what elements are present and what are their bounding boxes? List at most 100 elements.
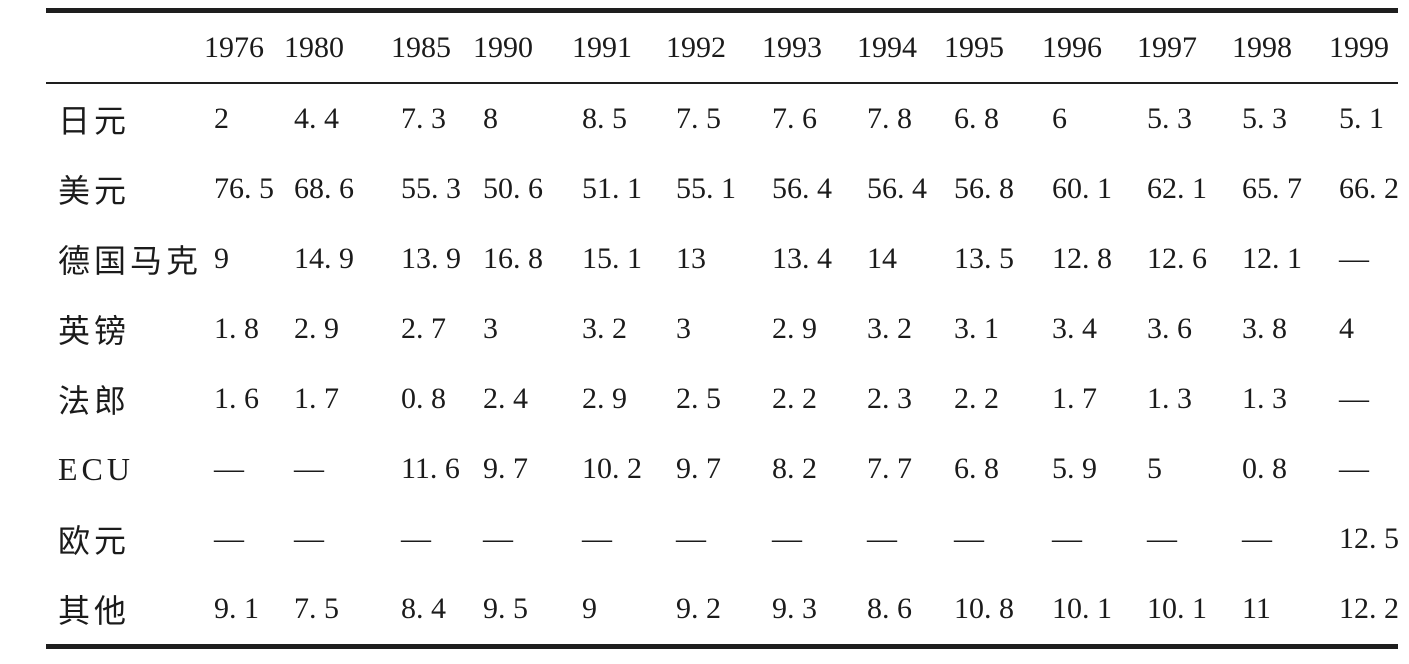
- table-cell: 10. 1: [1052, 592, 1112, 625]
- table-cell: 9. 7: [483, 452, 528, 485]
- year-header: 1994: [857, 10, 944, 84]
- table-cell: 9. 1: [214, 592, 259, 625]
- table-cell: 14: [867, 242, 897, 275]
- table-row: 美元 76. 5 68. 6 55. 3 50. 6 51. 1 55. 1 56. 4 56.…: [46, 154, 1399, 224]
- year-header: 1976: [204, 10, 284, 84]
- table-cell: —: [582, 522, 612, 555]
- table-cell: 12. 8: [1052, 242, 1112, 275]
- table-cell: 3. 1: [954, 312, 999, 345]
- table-cell: 14. 9: [294, 242, 354, 275]
- table-cell: 55. 1: [676, 172, 736, 205]
- year-header: 1995: [944, 10, 1042, 84]
- table-cell: 13: [676, 242, 706, 275]
- table-cell: 5. 3: [1242, 102, 1287, 135]
- table-cell: —: [401, 522, 431, 555]
- table-cell: 8. 2: [772, 452, 817, 485]
- table-cell: —: [772, 522, 802, 555]
- table-cell: 0. 8: [401, 382, 446, 415]
- table-cell: 7. 8: [867, 102, 912, 135]
- table-cell: 5. 9: [1052, 452, 1097, 485]
- table-cell: 2. 4: [483, 382, 528, 415]
- table-cell: 1. 3: [1242, 382, 1287, 415]
- table-cell: 56. 8: [954, 172, 1014, 205]
- table-cell: 1. 8: [214, 312, 259, 345]
- table-cell: —: [676, 522, 706, 555]
- year-header: 1993: [762, 10, 857, 84]
- table-cell: —: [1339, 382, 1369, 415]
- table-cell: 3: [483, 312, 498, 345]
- table-row: 日元 2 4. 4 7. 3 8 8. 5 7. 5 7. 6 7. 8 6. 8 6 5. 3 5. …: [46, 83, 1398, 154]
- table-cell: 56. 4: [867, 172, 927, 205]
- table-cell: 2. 3: [867, 382, 912, 415]
- year-header: 1999: [1329, 10, 1398, 84]
- table-cell: —: [294, 452, 324, 485]
- table-cell: 11: [1242, 592, 1271, 625]
- table-cell: 5: [1147, 452, 1162, 485]
- year-header: 1998: [1232, 10, 1329, 84]
- year-header: 1990: [473, 10, 572, 84]
- table-cell: 12. 6: [1147, 242, 1207, 275]
- table-cell: 15. 1: [582, 242, 642, 275]
- table-cell: 1. 6: [214, 382, 259, 415]
- table-cell: 4. 4: [294, 102, 339, 135]
- table-cell: 3. 2: [582, 312, 627, 345]
- table-row: 欧元 — — — — — — — — — — — — 12. 5: [46, 504, 1399, 574]
- table-cell: 68. 6: [294, 172, 354, 205]
- table-cell: 76. 5: [214, 172, 274, 205]
- table-cell: —: [1339, 452, 1369, 485]
- table-header-row: 1976 1980 1985 1990 1991 1992 1993 1994 1995 1996…: [46, 10, 1398, 84]
- table-cell: 9. 3: [772, 592, 817, 625]
- table-cell: 60. 1: [1052, 172, 1112, 205]
- table-header: 1976 1980 1985 1990 1991 1992 1993 1994 1995 1996…: [46, 10, 1398, 84]
- table-cell: 7. 5: [676, 102, 721, 135]
- table-cell: 3. 8: [1242, 312, 1287, 345]
- table-cell: 12. 1: [1242, 242, 1302, 275]
- row-label: ECU: [58, 450, 134, 487]
- table-cell: 7. 5: [294, 592, 339, 625]
- row-label: 美元: [58, 173, 131, 209]
- table-cell: 13. 5: [954, 242, 1014, 275]
- table-cell: 8: [483, 102, 498, 135]
- reserve-currency-table: 1976 1980 1985 1990 1991 1992 1993 1994 1995 1996…: [46, 8, 1399, 649]
- table-body: 日元 2 4. 4 7. 3 8 8. 5 7. 5 7. 6 7. 8 6. 8 6 5. 3 5. …: [46, 83, 1399, 647]
- table-cell: 51. 1: [582, 172, 642, 205]
- table-row: 英镑 1. 8 2. 9 2. 7 3 3. 2 3 2. 9 3. 2 3. 1 3. 4 3. 6…: [46, 294, 1398, 364]
- table-cell: 65. 7: [1242, 172, 1302, 205]
- table-cell: 9. 2: [676, 592, 721, 625]
- year-header: 1992: [666, 10, 762, 84]
- table-cell: 1. 7: [1052, 382, 1097, 415]
- table-cell: 4: [1339, 312, 1354, 345]
- table-cell: 3. 6: [1147, 312, 1192, 345]
- table-cell: 55. 3: [401, 172, 461, 205]
- table-cell: —: [1339, 242, 1369, 275]
- table-cell: 13. 4: [772, 242, 832, 275]
- row-label: 法郎: [58, 383, 131, 419]
- table-cell: 13. 9: [401, 242, 461, 275]
- table-cell: 6. 8: [954, 102, 999, 135]
- table-cell: 7. 3: [401, 102, 446, 135]
- table-row: ECU — — 11. 6 9. 7 10. 2 9. 7 8. 2 7. 7 6. 8 5. 9 5…: [46, 434, 1398, 504]
- table-cell: 5. 3: [1147, 102, 1192, 135]
- table-cell: 6. 8: [954, 452, 999, 485]
- table-cell: 2. 2: [772, 382, 817, 415]
- table-cell: 10. 8: [954, 592, 1014, 625]
- table-cell: —: [294, 522, 324, 555]
- table-cell: —: [1147, 522, 1177, 555]
- table-cell: 9. 5: [483, 592, 528, 625]
- row-label: 英镑: [58, 313, 131, 349]
- table-cell: 11. 6: [401, 452, 460, 485]
- year-header: 1997: [1137, 10, 1232, 84]
- year-header: 1985: [391, 10, 473, 84]
- table-cell: 7. 7: [867, 452, 912, 485]
- table-cell: —: [214, 522, 244, 555]
- table-cell: 2. 7: [401, 312, 446, 345]
- table-cell: 10. 1: [1147, 592, 1207, 625]
- table-cell: 62. 1: [1147, 172, 1207, 205]
- table-cell: —: [867, 522, 897, 555]
- table-cell: —: [483, 522, 513, 555]
- table-row: 法郎 1. 6 1. 7 0. 8 2. 4 2. 9 2. 5 2. 2 2. 3 2. 2 1.…: [46, 364, 1398, 434]
- table-cell: 5. 1: [1339, 102, 1384, 135]
- year-header: 1991: [572, 10, 666, 84]
- table-cell: 3: [676, 312, 691, 345]
